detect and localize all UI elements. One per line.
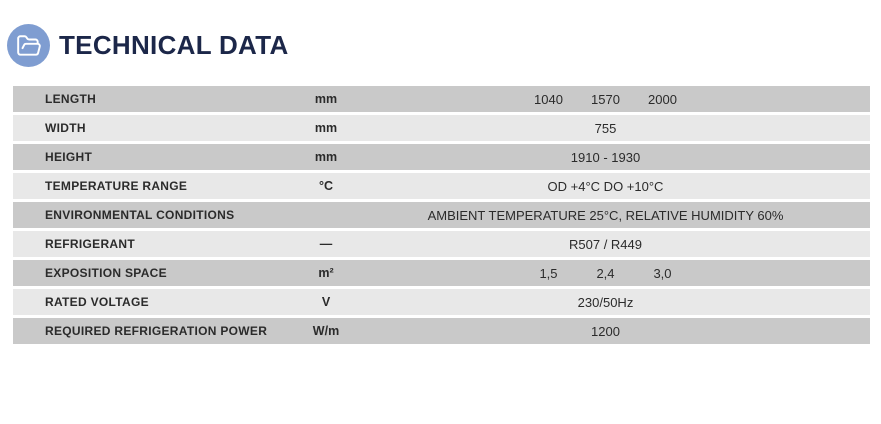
value-cell: 1570 [591,91,620,107]
value-cell: 755 [594,120,617,136]
row-unit: mm [314,121,338,135]
value-cell: 2000 [648,91,677,107]
row-value: 1040 1570 2000 [371,86,870,112]
value-cell: 1,5 [539,265,558,281]
table-row: HEIGHT mm 1910 - 1930 [13,144,870,170]
row-value: OD +4°C DO +10°C [371,173,870,199]
table-row: EXPOSITION SPACE m² 1,5 2,4 3,0 [13,260,870,286]
value-cell: 2,4 [596,265,615,281]
table-row: RATED VOLTAGE V 230/50Hz [13,289,870,315]
row-value: 230/50Hz [371,289,870,315]
value-cell: AMBIENT TEMPERATURE 25°C, RELATIVE HUMID… [427,207,784,223]
row-unit: mm [314,92,338,106]
value-cell: 230/50Hz [577,294,634,310]
row-unit: m² [318,266,334,280]
row-value: 1910 - 1930 [371,144,870,170]
value-cell: 1040 [534,91,563,107]
technical-data-table: LENGTH mm 1040 1570 2000 WIDTH mm 755 HEIG… [13,86,870,344]
value-cell: R507 / R449 [569,236,642,252]
table-row: WIDTH mm 755 [13,115,870,141]
row-value: R507 / R449 [371,231,870,257]
value-cell: 1910 - 1930 [570,149,641,165]
row-value: 755 [371,115,870,141]
table-row: TEMPERATURE RANGE °C OD +4°C DO +10°C [13,173,870,199]
value-cell: 3,0 [653,265,672,281]
page-title: TECHNICAL DATA [59,30,289,60]
row-label: LENGTH [45,92,97,106]
row-value: AMBIENT TEMPERATURE 25°C, RELATIVE HUMID… [371,202,870,228]
open-folder-icon [7,24,50,67]
row-label: ENVIRONMENTAL CONDITIONS [45,208,235,222]
row-value: 1,5 2,4 3,0 [371,260,870,286]
table-row: REQUIRED REFRIGERATION POWER W/m 1200 [13,318,870,344]
row-unit: W/m [312,324,340,338]
table-row: LENGTH mm 1040 1570 2000 [13,86,870,112]
row-unit [281,202,371,228]
row-label: HEIGHT [45,150,93,164]
row-label: REQUIRED REFRIGERATION POWER [45,324,268,338]
row-label: WIDTH [45,121,86,135]
value-cell: OD +4°C DO +10°C [547,178,664,194]
table-row: REFRIGERANT — R507 / R449 [13,231,870,257]
row-unit: V [321,295,331,309]
row-label: EXPOSITION SPACE [45,266,167,280]
page-header: TECHNICAL DATA [7,24,881,67]
table-row: ENVIRONMENTAL CONDITIONS AMBIENT TEMPERA… [13,202,870,228]
row-label: RATED VOLTAGE [45,295,149,309]
row-unit: °C [318,179,334,193]
row-value: 1200 [371,318,870,344]
row-label: TEMPERATURE RANGE [45,179,188,193]
row-unit: — [319,237,333,251]
row-unit: mm [314,150,338,164]
value-cell: 1200 [591,323,620,339]
row-label: REFRIGERANT [45,237,135,251]
